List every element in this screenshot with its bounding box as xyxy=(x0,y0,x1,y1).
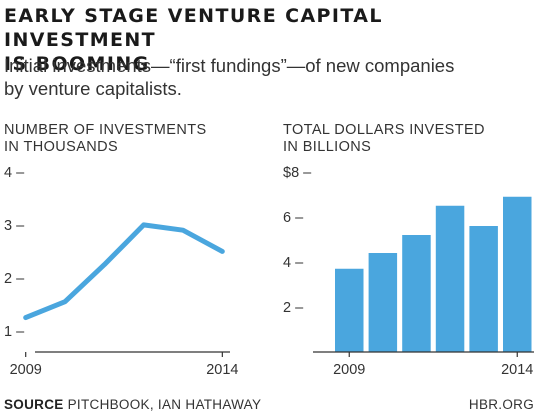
left-y-tick-label: 3 – xyxy=(4,218,25,234)
dollars-bar-2013 xyxy=(469,226,498,352)
investments-line xyxy=(23,222,225,321)
site-credit: HBR.ORG xyxy=(468,397,534,412)
chart-title-line-1: EARLY STAGE VENTURE CAPITAL INVESTMENT xyxy=(4,5,383,51)
dollars-bar-2009 xyxy=(335,268,364,352)
source-label: SOURCE xyxy=(4,397,64,412)
left-axis-label-line-1: NUMBER OF INVESTMENTS xyxy=(4,122,207,138)
chart-subtitle: Initial investments—“first fundings”—of … xyxy=(4,54,534,100)
left-x-tick-label: 2009 xyxy=(10,362,42,378)
right-axis-label-line-1: TOTAL DOLLARS INVESTED xyxy=(283,122,485,138)
left-y-tick-label: 1 – xyxy=(4,324,25,340)
dollars-bar-2012 xyxy=(435,205,465,352)
left-y-tick-label: 4 – xyxy=(4,165,25,181)
source-text: PITCHBOOK, IAN HATHAWAY xyxy=(67,397,262,412)
right-axis-label-line-2: IN BILLIONS xyxy=(283,139,372,155)
dollars-bar-2011 xyxy=(402,235,431,352)
right-y-tick-label: 4 – xyxy=(283,255,304,271)
left-y-tick-label: 2 – xyxy=(4,271,25,287)
right-chart-axis-label: TOTAL DOLLARS INVESTED IN BILLIONS xyxy=(283,122,485,156)
dollars-bar-chart: 2 – 4 – 6 – $8 – 2009 2014 xyxy=(283,165,534,378)
dollars-bar-2010 xyxy=(368,253,398,352)
investments-line-chart: 1 – 2 – 3 – 4 – 2009 2014 xyxy=(4,165,238,378)
left-chart-axis-label: NUMBER OF INVESTMENTS IN THOUSANDS xyxy=(4,122,207,156)
left-axis-label-line-2: IN THOUSANDS xyxy=(4,139,119,155)
left-x-tick-label: 2014 xyxy=(206,362,238,378)
chart-subtitle-line-2: by venture capitalists. xyxy=(4,78,182,99)
source-note: SOURCE PITCHBOOK, IAN HATHAWAY xyxy=(4,397,261,412)
right-y-tick-label: 2 – xyxy=(283,300,304,316)
dollars-bar-2014 xyxy=(503,196,532,352)
right-y-tick-label: 6 – xyxy=(283,210,304,226)
right-x-tick-label: 2009 xyxy=(333,362,365,378)
chart-subtitle-line-1: Initial investments—“first fundings”—of … xyxy=(4,55,455,76)
right-y-tick-label: $8 – xyxy=(283,165,312,181)
chart-title-line-2: IS BOOMING xyxy=(4,53,150,75)
chart-title: EARLY STAGE VENTURE CAPITAL INVESTMENT I… xyxy=(4,4,534,76)
right-x-tick-label: 2014 xyxy=(501,362,533,378)
